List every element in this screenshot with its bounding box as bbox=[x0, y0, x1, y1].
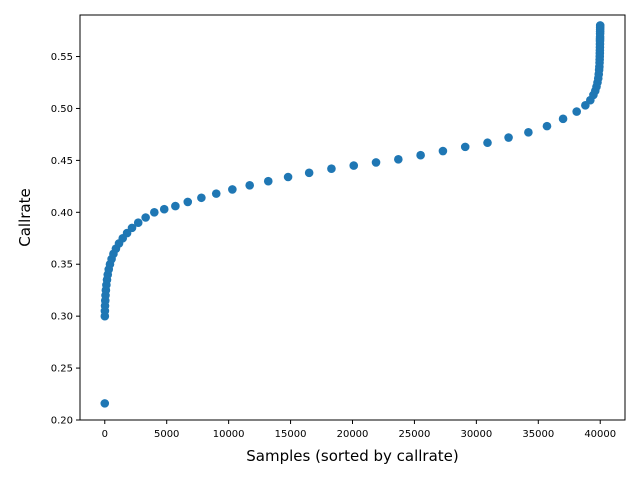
data-point bbox=[245, 181, 254, 190]
y-axis-title: Callrate bbox=[16, 188, 34, 246]
x-tick-label: 35000 bbox=[522, 429, 554, 440]
x-tick-label: 15000 bbox=[275, 429, 307, 440]
data-point bbox=[183, 197, 193, 207]
x-axis-title: Samples (sorted by callrate) bbox=[246, 447, 459, 465]
data-point bbox=[349, 161, 359, 170]
y-tick-label: 0.20 bbox=[51, 416, 73, 427]
y-tick-label: 0.45 bbox=[51, 156, 73, 167]
data-point bbox=[371, 158, 381, 167]
data-point bbox=[595, 21, 605, 30]
y-tick-label: 0.30 bbox=[51, 312, 73, 323]
data-point bbox=[572, 107, 581, 116]
data-point bbox=[211, 189, 221, 198]
data-point bbox=[283, 172, 293, 182]
data-point bbox=[524, 128, 533, 137]
data-points bbox=[100, 21, 605, 408]
data-point bbox=[141, 213, 150, 222]
x-tick-label: 20000 bbox=[337, 429, 369, 440]
data-point bbox=[327, 164, 336, 173]
data-point bbox=[171, 201, 180, 211]
x-tick-label: 5000 bbox=[154, 429, 179, 440]
data-point bbox=[197, 193, 206, 203]
data-point bbox=[228, 185, 237, 194]
x-tick-label: 25000 bbox=[399, 429, 431, 440]
data-point bbox=[150, 208, 159, 217]
x-tick-label: 0 bbox=[102, 429, 108, 440]
y-tick-label: 0.50 bbox=[51, 104, 73, 115]
plot-frame bbox=[79, 14, 626, 421]
data-point bbox=[483, 138, 492, 148]
x-tick-label: 30000 bbox=[460, 429, 492, 440]
x-tick-label: 40000 bbox=[584, 429, 616, 440]
data-point bbox=[438, 146, 448, 156]
data-point bbox=[416, 150, 425, 160]
data-point bbox=[460, 142, 470, 152]
y-tick-label: 0.25 bbox=[51, 364, 73, 375]
x-axis-ticks: 0 5000 10000 15000 20000 25000 30000 35000 40000 bbox=[102, 420, 616, 440]
y-tick-label: 0.35 bbox=[51, 260, 73, 271]
data-point bbox=[263, 176, 273, 186]
data-point bbox=[127, 223, 137, 233]
data-point bbox=[133, 218, 143, 227]
data-point bbox=[304, 168, 314, 178]
y-axis-ticks: 0.20 0.25 0.30 0.35 0.40 0.45 0.50 0.55 bbox=[51, 52, 80, 427]
data-point bbox=[542, 121, 552, 131]
data-point bbox=[159, 204, 169, 214]
y-tick-label: 0.55 bbox=[51, 52, 73, 63]
x-tick-label: 10000 bbox=[213, 429, 245, 440]
y-tick-label: 0.40 bbox=[51, 208, 73, 219]
data-point bbox=[100, 399, 110, 408]
data-point bbox=[558, 114, 568, 124]
data-point bbox=[504, 133, 513, 142]
data-point bbox=[394, 155, 403, 164]
